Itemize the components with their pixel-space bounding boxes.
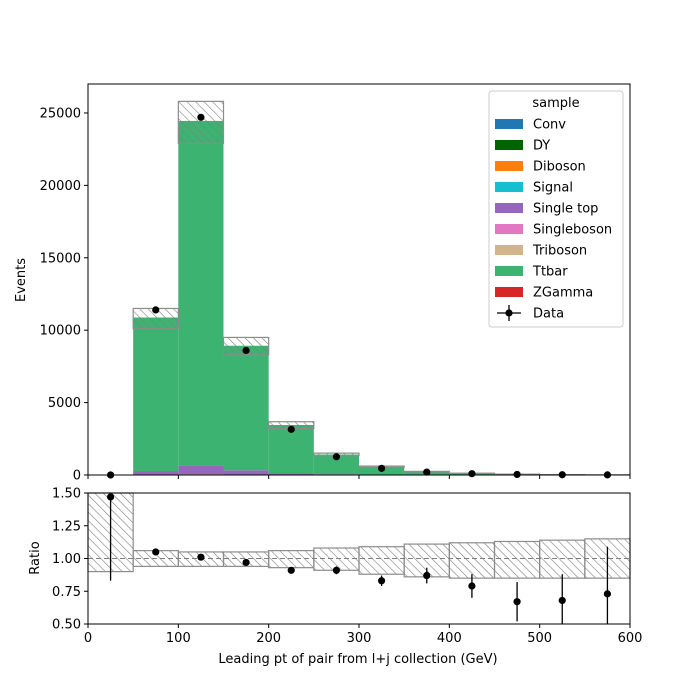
legend-swatch-single-top (495, 203, 523, 213)
legend-label-signal: Signal (533, 181, 573, 196)
legend-label-ttbar: Ttbar (532, 265, 568, 280)
ratio-panel: 0.50 0.75 1.00 1.25 1.50 0 100 200 300 400 500 600 (52, 487, 642, 647)
legend-swatch-singleboson (495, 224, 523, 234)
ratio-point-11 (603, 590, 612, 598)
ratio-point-2 (197, 553, 205, 561)
x-tick-label-2: 200 (256, 631, 281, 646)
y-axis-label-main: Events (14, 258, 29, 302)
legend-swatch-diboson (495, 161, 523, 171)
y-tick-label-main-3: 15000 (40, 251, 81, 266)
ratio-band-bin-6 (358, 546, 405, 575)
y-tick-label-main-2: 10000 (40, 324, 81, 339)
y-tick-label-ratio-0: 0.50 (52, 618, 81, 633)
x-axis-label: Leading pt of pair from l+j collection (… (218, 652, 497, 667)
data-point-8 (468, 470, 476, 478)
data-point-4 (287, 425, 295, 433)
legend-label-dy: DY (533, 139, 550, 154)
data-point-2 (197, 113, 205, 121)
legend-label-single-top: Single top (533, 202, 598, 217)
ratio-point-3 (242, 558, 250, 567)
y-tick-label-ratio-3: 1.25 (52, 519, 81, 534)
x-tick-label-3: 300 (347, 631, 372, 646)
bar-ttbar-bin-4 (268, 424, 314, 474)
y-tick-label-main-4: 20000 (40, 179, 81, 194)
ratio-point-9 (513, 598, 521, 606)
data-point-5 (332, 453, 341, 461)
legend-label-singleboson: Singleboson (533, 223, 612, 238)
uncertainty-band-bin-2 (177, 100, 225, 144)
ratio-point-7 (423, 571, 431, 580)
ratio-point-8 (468, 582, 476, 590)
data-point-1 (152, 306, 160, 314)
x-tick-label-6: 600 (618, 631, 643, 646)
data-point-6 (377, 464, 386, 472)
main-panel: 0 5000 10000 15000 20000 25000 (40, 83, 631, 484)
y-tick-label-ratio-2: 1.00 (52, 552, 81, 567)
ratio-band-bin-8 (448, 542, 496, 579)
legend-swatch-signal (495, 182, 523, 192)
legend-label-data: Data (533, 307, 564, 322)
x-tick-label-5: 500 (527, 631, 552, 646)
legend-swatch-dy (495, 140, 523, 150)
x-tick-label-1: 100 (166, 631, 191, 646)
legend-label-triboson: Triboson (532, 244, 587, 259)
ratio-point-1 (152, 548, 160, 556)
ratio-band-bin-10 (539, 539, 586, 579)
y-tick-label-ratio-4: 1.50 (52, 487, 81, 502)
legend-label-conv: Conv (533, 118, 566, 133)
ratio-band-bin-9 (493, 540, 541, 579)
legend-marker-data (505, 309, 513, 317)
bar-ttbar-bin-2 (178, 120, 224, 466)
legend-swatch-triboson (495, 245, 523, 255)
ratio-point-0 (106, 493, 115, 501)
y-tick-label-ratio-1: 0.75 (52, 585, 81, 600)
bar-single-top-bin-4 (268, 473, 314, 475)
bar-ttbar-bin-5 (313, 454, 359, 475)
x-tick-label-4: 400 (437, 631, 462, 646)
legend-label-zgamma: ZGamma (533, 286, 593, 301)
legend-swatch-ttbar (495, 266, 523, 276)
data-point-3 (242, 346, 250, 355)
y-tick-label-main-0: 0 (73, 469, 81, 484)
legend-title: sample (532, 96, 579, 111)
ratio-point-10 (558, 596, 566, 605)
bar-single-top-bin-2 (178, 465, 224, 475)
ratio-point-5 (332, 566, 341, 574)
legend-label-diboson: Diboson (533, 160, 586, 175)
bar-single-top-bin-3 (223, 470, 269, 475)
bar-ttbar-bin-3 (223, 345, 269, 471)
bar-single-top-bin-1 (133, 471, 179, 475)
y-tick-label-main-1: 5000 (48, 396, 81, 411)
legend-swatch-zgamma (495, 287, 523, 297)
bar-ttbar-bin-1 (133, 317, 179, 472)
data-point-7 (423, 468, 431, 476)
x-tick-label-0: 0 (84, 631, 92, 646)
ratio-band-bin-4 (268, 550, 315, 569)
ratio-point-6 (377, 577, 386, 585)
legend: sample Conv DY Diboson Signal Single top Singl… (488, 90, 624, 328)
legend-swatch-conv (495, 119, 523, 129)
y-tick-label-main-5: 25000 (40, 106, 81, 121)
y-axis-label-ratio: Ratio (28, 541, 43, 574)
uncertainty-band-bin-3 (222, 336, 270, 356)
ratio-point-4 (287, 566, 295, 574)
data-point-9 (513, 470, 521, 479)
